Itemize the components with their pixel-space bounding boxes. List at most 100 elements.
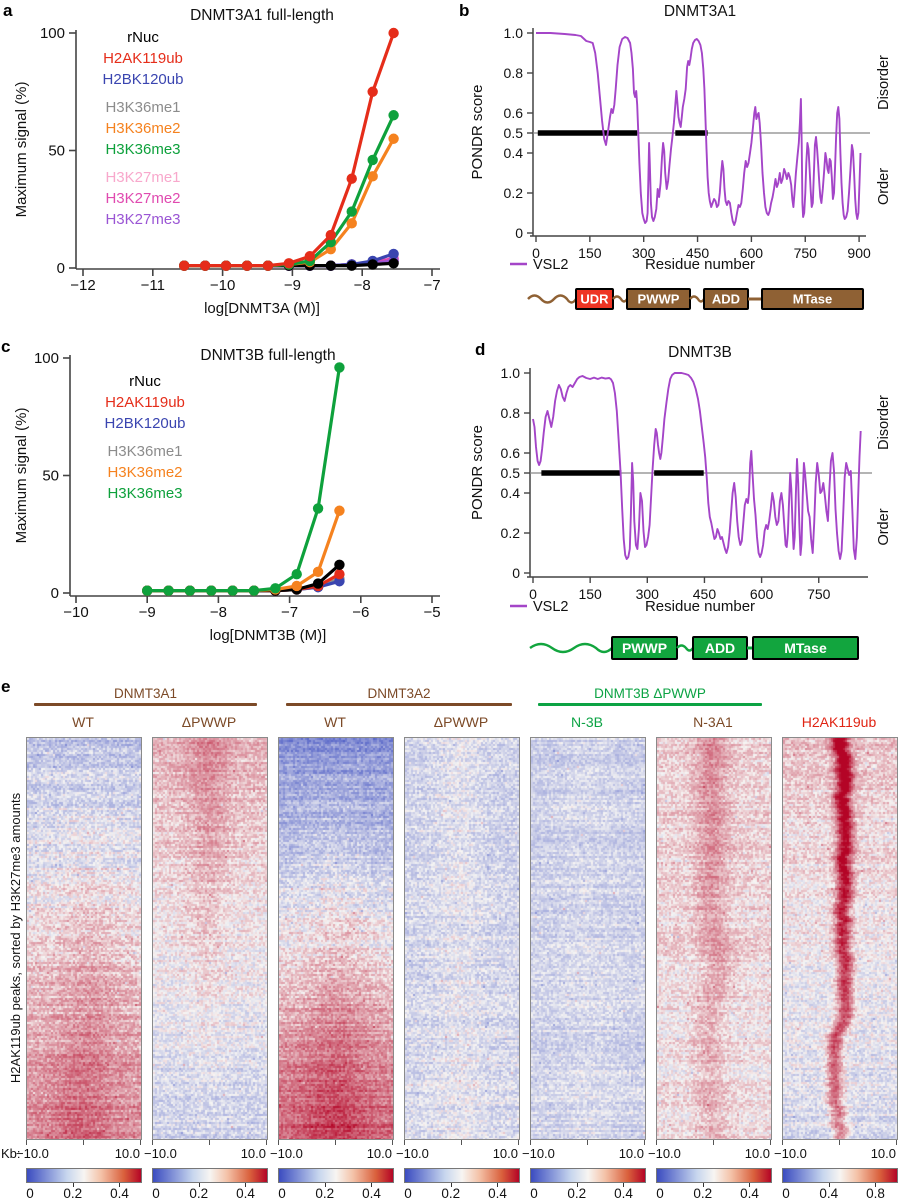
heatmap-H2AK119ub-6 bbox=[782, 737, 898, 1140]
kb-right-label: 10.0 bbox=[744, 1146, 770, 1161]
linker-squiggle bbox=[676, 644, 694, 652]
kb-right-label: 10.0 bbox=[114, 1146, 140, 1161]
colorbar-tick bbox=[875, 1183, 877, 1187]
data-point-H3K36me3 bbox=[367, 154, 378, 166]
data-point-rNuc bbox=[312, 578, 324, 589]
data-point-H2AK119ub bbox=[199, 260, 211, 271]
heatmap-x-tick bbox=[518, 1140, 519, 1145]
heatmap-column-label-ΔPWWP: ΔPWWP bbox=[433, 714, 489, 730]
x-tick-label: 300 bbox=[632, 245, 656, 261]
heatmap-group-underline bbox=[34, 703, 257, 706]
kb-left-label: −10.0 bbox=[144, 1146, 177, 1161]
legend-item-H3K36me1: H3K36me1 bbox=[107, 443, 183, 460]
line-and-pondr-charts: 0 50 100 −12 −11 −10 −9 −8 −7 DNMT3A1 full-length… bbox=[13, 3, 892, 660]
colorbar-tick-label: 0 bbox=[782, 1186, 790, 1201]
colorbar bbox=[26, 1168, 142, 1183]
y-axis-label: PONDR score bbox=[469, 425, 486, 520]
colorbar-tick bbox=[623, 1183, 625, 1187]
colorbar-tick-label: 0.4 bbox=[819, 1186, 839, 1201]
y-axis-label: Maximum signal (%) bbox=[13, 408, 30, 544]
domain-label-MTase: MTase bbox=[784, 640, 827, 656]
vsl2-curve bbox=[536, 32, 862, 226]
legend-item-H2BK120ub: H2BK120ub bbox=[104, 415, 186, 432]
x-axis-label: log[DNMT3A (M)] bbox=[204, 300, 320, 317]
x-tick-label: 750 bbox=[794, 245, 818, 261]
data-point-H3K36me2 bbox=[291, 580, 302, 592]
panel-a-label: a bbox=[3, 1, 13, 20]
x-tick-label: 0 bbox=[532, 245, 540, 261]
heatmap-x-tick bbox=[404, 1140, 405, 1145]
kb-left-label: −10.0 bbox=[522, 1146, 555, 1161]
heatmap-x-tick bbox=[839, 1140, 840, 1145]
heatmap-x-tick bbox=[266, 1140, 267, 1145]
colorbar bbox=[278, 1168, 394, 1183]
colorbar-tick bbox=[198, 1183, 200, 1187]
heatmap-N-3A1-5 bbox=[656, 737, 772, 1140]
heatmap-x-tick bbox=[782, 1140, 783, 1145]
kb-left-label: −10.0 bbox=[270, 1146, 303, 1161]
colorbar-tick bbox=[450, 1183, 452, 1187]
x-tick-label: −11 bbox=[141, 277, 165, 294]
heatmap-x-tick bbox=[530, 1140, 531, 1145]
heatmap-x-tick bbox=[140, 1140, 141, 1145]
x-tick-label: 0 bbox=[529, 586, 537, 602]
kb-right-label: 10.0 bbox=[492, 1146, 518, 1161]
series-line-H2AK119ub bbox=[182, 31, 396, 268]
data-point-H3K36me2 bbox=[367, 171, 378, 182]
legend-item-H2AK119ub: H2AK119ub bbox=[103, 50, 183, 67]
colorbar-tick bbox=[324, 1183, 326, 1187]
panel-c-legend: rNuc H2AK119ub H2BK120ub H3K36me1 H3K36me2 H3… bbox=[92, 371, 198, 511]
legend-group-2: H3K27me1 H3K27me2 H3K27me3 bbox=[90, 167, 196, 230]
colorbar-tick-label: 0.4 bbox=[488, 1186, 507, 1201]
panel-a-legend: rNuc H2AK119ub H2BK120ub H3K36me1 H3K36me2 H3… bbox=[90, 27, 196, 237]
disorder-label: Disorder bbox=[876, 55, 892, 110]
heatmap-x-tick bbox=[335, 1140, 336, 1145]
data-point-H3K36me3 bbox=[184, 585, 196, 596]
domain-box-MTase bbox=[761, 288, 864, 310]
colorbar-tick-label: 0 bbox=[404, 1186, 412, 1201]
data-point-H2AK119ub bbox=[304, 251, 316, 262]
x-tick-label: −9 bbox=[284, 277, 301, 294]
series-line-H3K36me3 bbox=[145, 365, 341, 593]
y-tick-label: 0.8 bbox=[504, 65, 524, 81]
y-tick-label: 0 bbox=[51, 585, 59, 602]
y-tick-label: 0.5 bbox=[504, 125, 524, 141]
colorbar-tick-label: 0.4 bbox=[740, 1186, 759, 1201]
y-tick-label: 0.4 bbox=[501, 485, 521, 501]
colorbar-tick bbox=[828, 1183, 830, 1187]
colorbar-tick bbox=[119, 1183, 121, 1187]
y-tick-label: 0.5 bbox=[501, 465, 521, 481]
heatmap-ΔPWWP-3 bbox=[404, 737, 520, 1140]
data-point-rNuc bbox=[388, 258, 399, 269]
domain-label-PWWP: PWWP bbox=[638, 292, 680, 307]
y-tick-label: 100 bbox=[34, 350, 59, 367]
colorbar-tick bbox=[497, 1183, 499, 1187]
heatmap-ΔPWWP-1 bbox=[152, 737, 268, 1140]
heatmap-y-axis-label: H2AK119ub peaks, sorted by H3K27me3 amou… bbox=[8, 792, 23, 1084]
heatmap-group-label-DNMT3A1: DNMT3A1 bbox=[113, 686, 178, 701]
x-tick-label: −9 bbox=[139, 604, 156, 621]
heatmap-group-label-DNMT3B ΔPWWP: DNMT3B ΔPWWP bbox=[594, 686, 706, 701]
heatmap-x-tick bbox=[209, 1140, 210, 1145]
legend-item-H2AK119ub: H2AK119ub bbox=[105, 394, 185, 411]
data-point-H3K36me2 bbox=[346, 218, 357, 229]
x-tick-label: 600 bbox=[740, 245, 764, 261]
colorbar-tick-label: 0 bbox=[26, 1186, 34, 1201]
y-tick-label: 0.2 bbox=[504, 185, 524, 201]
chart-title: DNMT3A1 full-length bbox=[190, 7, 334, 24]
heatmap-column-label-WT: WT bbox=[324, 714, 346, 730]
heatmap-column-label-WT: WT bbox=[72, 714, 94, 730]
data-point-H3K36me3 bbox=[388, 110, 399, 121]
series-line-H3K36me2 bbox=[182, 137, 396, 268]
x-tick-label: 300 bbox=[636, 586, 660, 602]
legend-item-H3K27me1: H3K27me1 bbox=[105, 169, 181, 186]
colorbar-tick-label: 0 bbox=[656, 1186, 664, 1201]
colorbar-tick-label: 0 bbox=[278, 1186, 286, 1201]
heatmap-N-3B-4 bbox=[530, 737, 646, 1140]
kb-left-label: −10.0 bbox=[16, 1146, 49, 1161]
colorbar-tick bbox=[702, 1183, 704, 1187]
colorbar-tick-label: 0.8 bbox=[866, 1186, 885, 1201]
x-tick-label: 450 bbox=[693, 586, 717, 602]
x-tick-label: −7 bbox=[423, 277, 440, 294]
